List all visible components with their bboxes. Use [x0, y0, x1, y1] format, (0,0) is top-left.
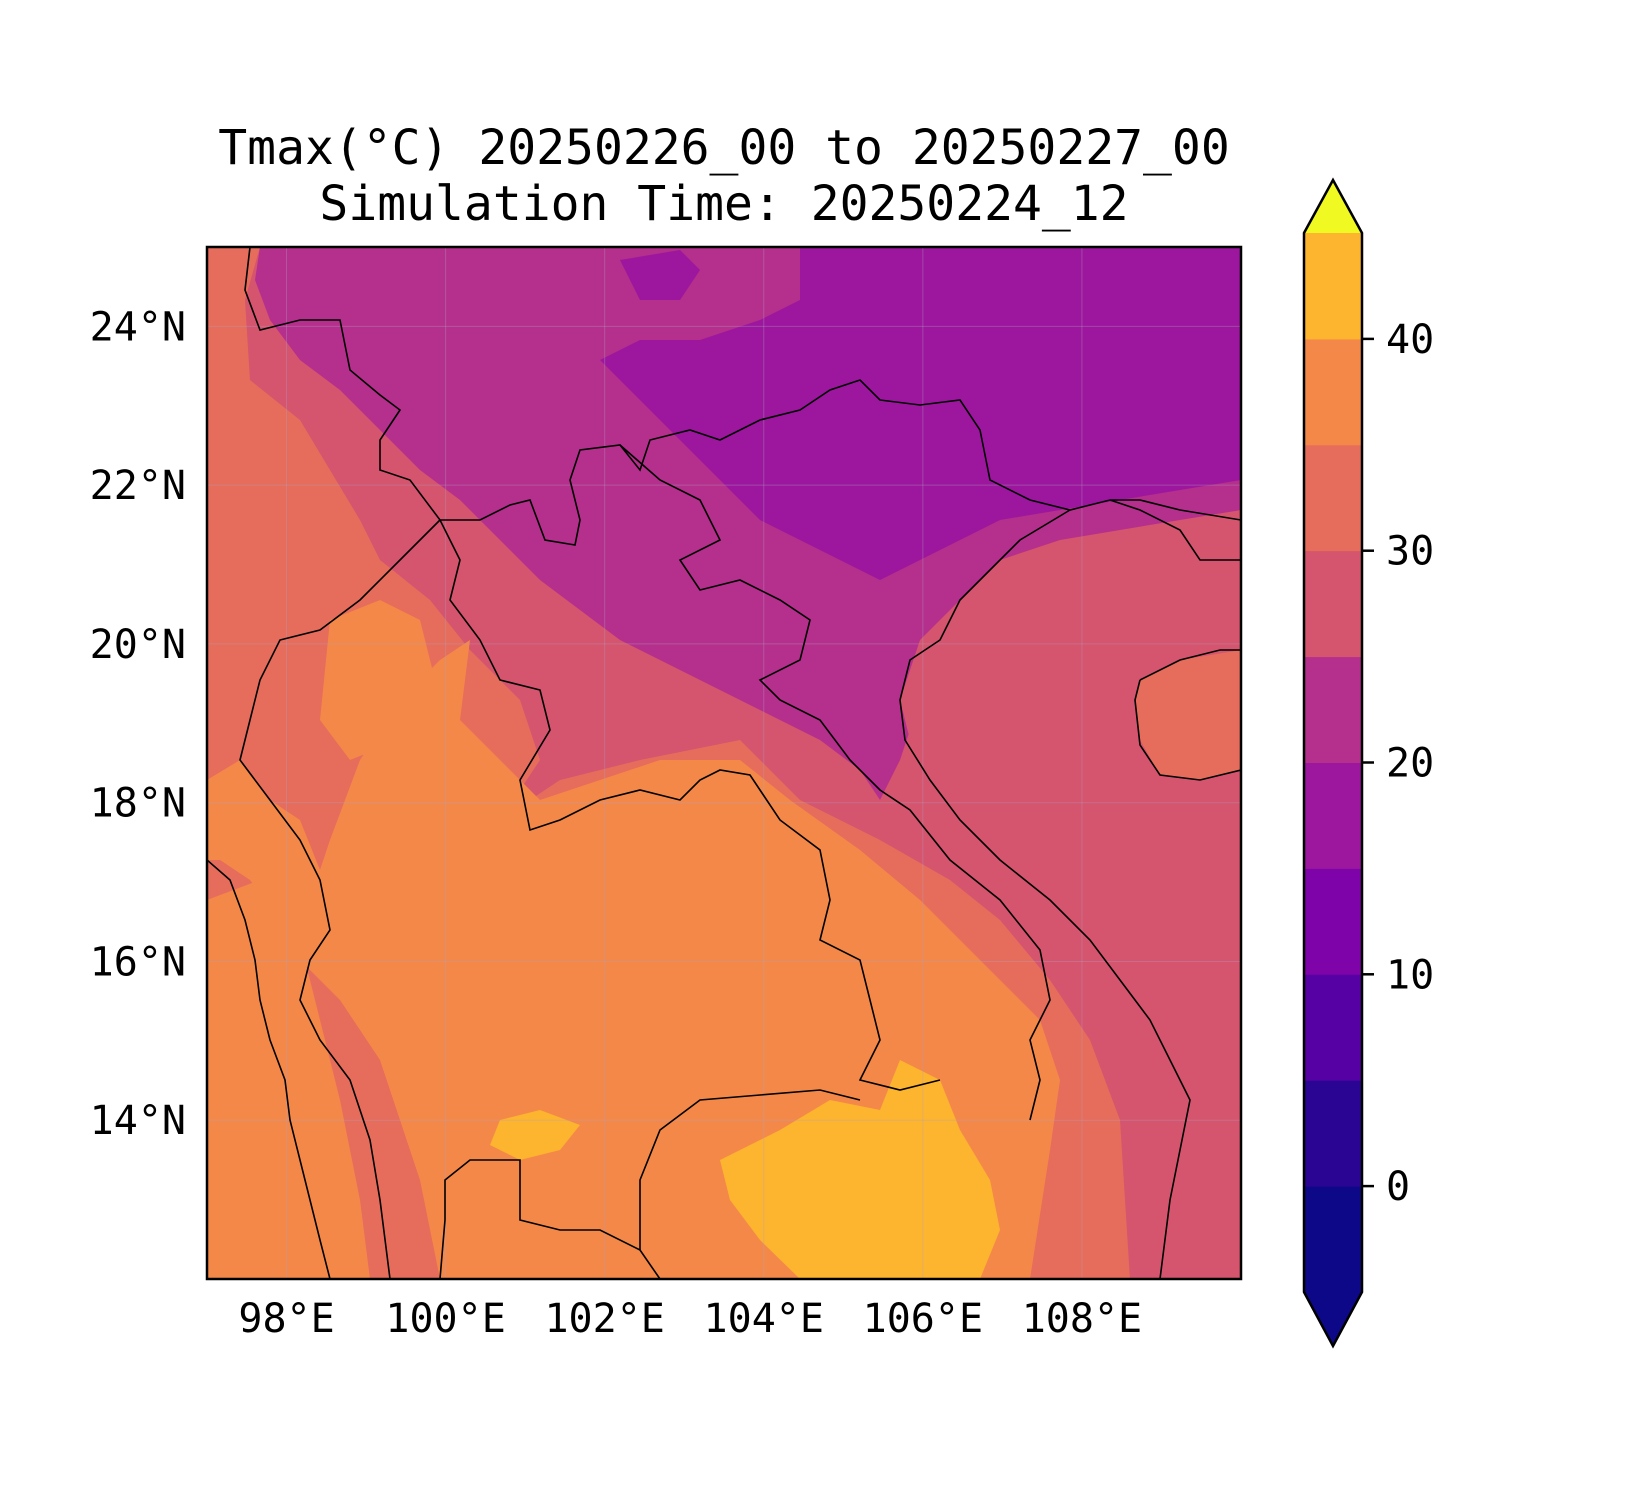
colorbar-tick-label-1: 10 — [1386, 952, 1434, 998]
map-panel — [207, 247, 1241, 1279]
colorbar-segment-5 — [1304, 656, 1362, 763]
colorbar-extend-max — [1304, 180, 1362, 233]
border-thai-myanmar — [239, 519, 441, 1279]
y-axis-ticks: 14°N 16°N 18°N 20°N 22°N 24°N — [90, 304, 186, 1144]
field-hottest — [720, 1060, 1000, 1279]
colorbar-tick-label-2: 20 — [1386, 741, 1434, 787]
colorbar-extend-min — [1304, 1292, 1362, 1346]
colorbar-segment-6 — [1304, 550, 1362, 658]
coastlines-and-borders — [207, 247, 1241, 1279]
colorbar-segment-2 — [1304, 974, 1362, 1081]
border-laos-vietnam — [619, 444, 1051, 1121]
border-china-north — [244, 247, 1241, 546]
colorbar-tick-label-4: 40 — [1386, 317, 1434, 363]
x-tick-label-5: 108°E — [1022, 1296, 1142, 1342]
y-tick-label-1: 16°N — [90, 939, 186, 985]
title-line-1: Tmax(°C) 20250226_00 to 20250227_00 — [218, 120, 1230, 176]
x-tick-label-3: 104°E — [704, 1296, 824, 1342]
colorbar-segment-4 — [1304, 762, 1362, 869]
x-tick-label-4: 106°E — [863, 1296, 983, 1342]
x-axis-ticks: 98°E 100°E 102°E 104°E 106°E 108°E — [238, 1296, 1142, 1342]
y-tick-label-4: 22°N — [90, 463, 186, 509]
x-tick-label-1: 100°E — [385, 1296, 505, 1342]
border-thai-laos — [439, 519, 941, 1091]
field-north-hot-patch — [320, 600, 440, 760]
field-hainan — [1135, 650, 1241, 780]
field-northeast-cold-2 — [620, 250, 700, 300]
field-northeast-cold — [600, 247, 1241, 580]
x-tick-label-0: 98°E — [238, 1296, 334, 1342]
colorbar-segment-9 — [1304, 233, 1362, 340]
coast-hainan — [1134, 649, 1241, 781]
coast-gulf-thailand — [439, 1159, 661, 1279]
colorbar-segment-3 — [1304, 868, 1362, 975]
coast-vietnam-east — [899, 509, 1191, 1279]
y-tick-label-5: 24°N — [90, 304, 186, 350]
field-hottest-2 — [490, 1110, 580, 1160]
y-tick-label-3: 20°N — [90, 622, 186, 668]
colorbar-segment-0 — [1304, 1186, 1362, 1293]
colorbar-segment-7 — [1304, 444, 1362, 552]
colorbar-tick-label-0: 0 — [1386, 1164, 1410, 1210]
field-west-hot-patch — [207, 880, 370, 1279]
map-frame — [205, 245, 1243, 1281]
gridlines — [207, 247, 1241, 1279]
title-line-2: Simulation Time: 20250224_12 — [319, 176, 1129, 232]
coast-china-south — [1109, 499, 1241, 561]
coast-myanmar-west — [207, 859, 331, 1279]
colorbar-tick-label-3: 30 — [1386, 529, 1434, 575]
colorbar-outline — [1302, 177, 1364, 1349]
colorbar — [1302, 177, 1364, 1349]
colorbar-ticks: 0 10 20 30 40 — [1362, 317, 1434, 1210]
border-cambodia — [639, 1089, 861, 1250]
colorbar-segment-8 — [1304, 338, 1362, 446]
y-tick-label-2: 18°N — [90, 781, 186, 827]
y-tick-label-0: 14°N — [90, 1098, 186, 1144]
colorbar-segment-1 — [1304, 1080, 1362, 1187]
x-tick-label-2: 102°E — [544, 1296, 664, 1342]
